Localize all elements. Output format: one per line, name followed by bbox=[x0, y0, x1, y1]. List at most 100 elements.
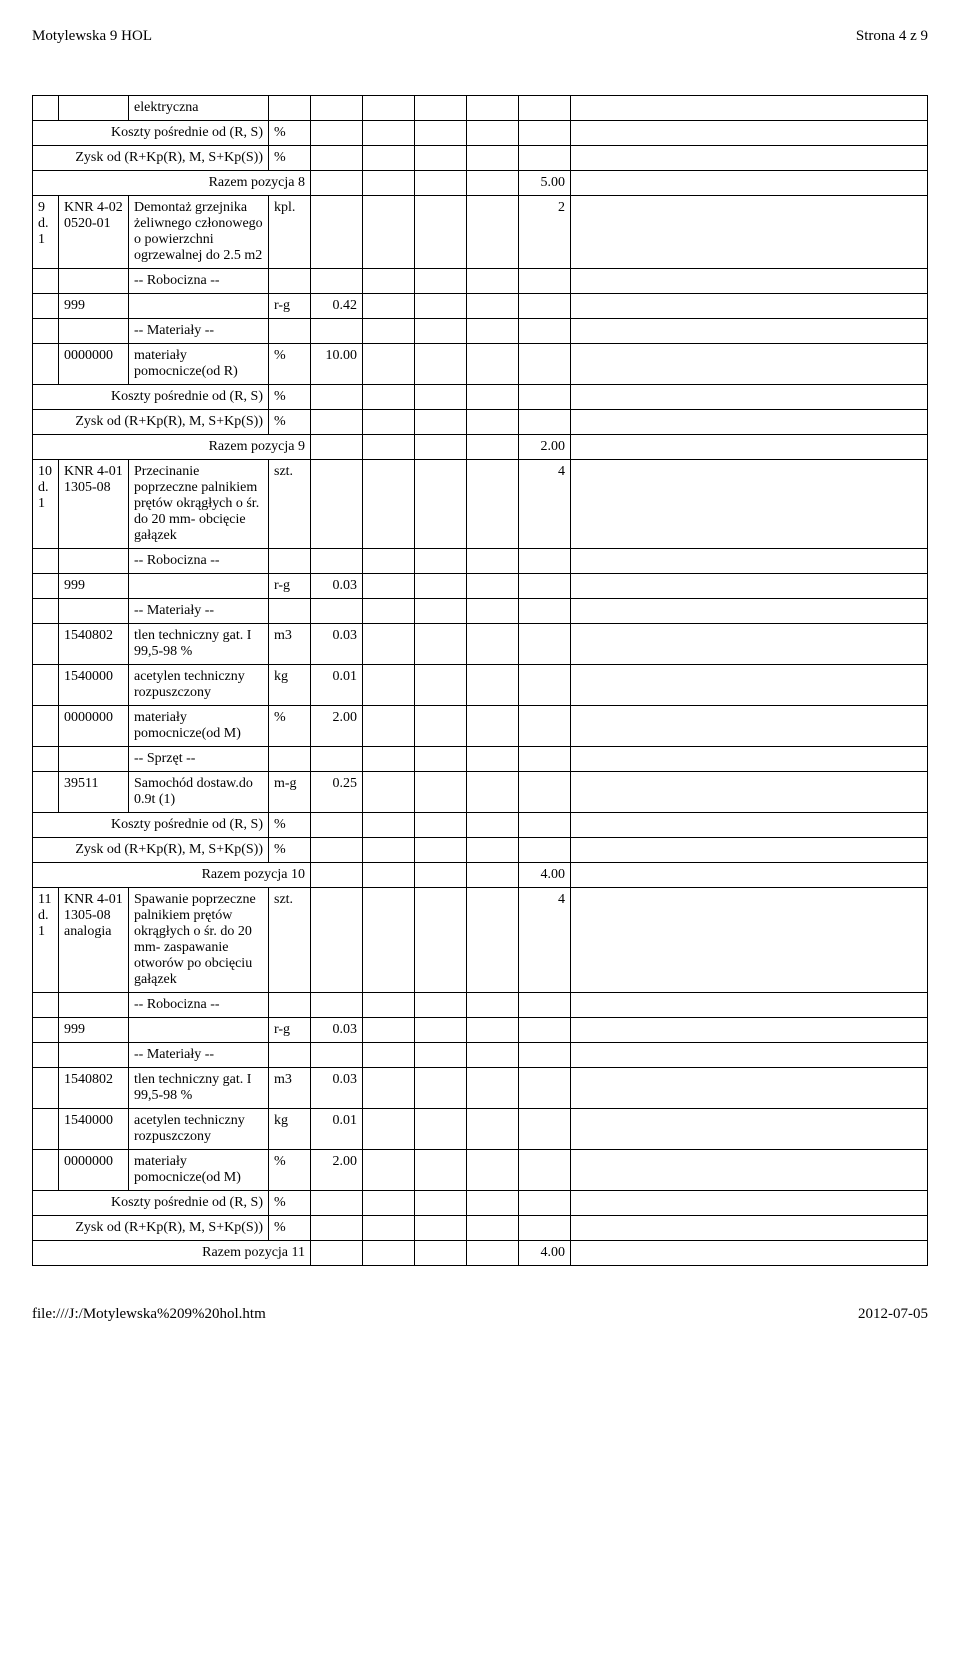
summary-row: Koszty pośrednie od (R, S)% bbox=[33, 121, 928, 146]
razem-value: 4.00 bbox=[519, 863, 571, 888]
razem-label: Razem pozycja 9 bbox=[33, 435, 311, 460]
razem-label: Razem pozycja 10 bbox=[33, 863, 311, 888]
line-row: 1540000acetylen techniczny rozpuszczonyk… bbox=[33, 665, 928, 706]
line-code: 0000000 bbox=[59, 344, 129, 385]
razem-row: Razem pozycja 8 5.00 bbox=[33, 171, 928, 196]
item-no: 11 d.1 bbox=[33, 888, 59, 993]
summary-row: Koszty pośrednie od (R, S)% bbox=[33, 813, 928, 838]
line-value: 0.03 bbox=[311, 1068, 363, 1109]
section-row: -- Robocizna -- bbox=[33, 549, 928, 574]
summary-row: Zysk od (R+Kp(R), M, S+Kp(S))% bbox=[33, 146, 928, 171]
line-code: 999 bbox=[59, 1018, 129, 1043]
line-unit: m-g bbox=[269, 772, 311, 813]
unit-cell: % bbox=[269, 121, 311, 146]
section-row: -- Materiały -- bbox=[33, 319, 928, 344]
summary-label: Koszty pośrednie od (R, S) bbox=[33, 813, 269, 838]
razem-row: Razem pozycja 10 4.00 bbox=[33, 863, 928, 888]
line-unit: m3 bbox=[269, 624, 311, 665]
section-label: -- Robocizna -- bbox=[129, 549, 269, 574]
line-value: 0.25 bbox=[311, 772, 363, 813]
cost-table: elektrycznaKoszty pośrednie od (R, S)%Zy… bbox=[32, 95, 928, 1266]
page-footer: file:///J:/Motylewska%209%20hol.htm 2012… bbox=[32, 1306, 928, 1323]
line-desc: materiały pomocnicze(od M) bbox=[129, 1150, 269, 1191]
line-row: 0000000materiały pomocnicze(od R)%10.00 bbox=[33, 344, 928, 385]
section-row: -- Sprzęt -- bbox=[33, 747, 928, 772]
line-desc: tlen techniczny gat. I 99,5-98 % bbox=[129, 624, 269, 665]
line-code: 999 bbox=[59, 574, 129, 599]
line-row: 1540802tlen techniczny gat. I 99,5-98 %m… bbox=[33, 1068, 928, 1109]
line-desc: materiały pomocnicze(od M) bbox=[129, 706, 269, 747]
unit-cell: % bbox=[269, 1191, 311, 1216]
line-value: 10.00 bbox=[311, 344, 363, 385]
summary-label: Zysk od (R+Kp(R), M, S+Kp(S)) bbox=[33, 1216, 269, 1241]
footer-right: 2012-07-05 bbox=[858, 1306, 928, 1323]
summary-label: Koszty pośrednie od (R, S) bbox=[33, 1191, 269, 1216]
section-label: -- Materiały -- bbox=[129, 1043, 269, 1068]
line-row: 0000000materiały pomocnicze(od M)%2.00 bbox=[33, 1150, 928, 1191]
unit-cell: % bbox=[269, 1216, 311, 1241]
item-no: 10 d.1 bbox=[33, 460, 59, 549]
unit-cell: % bbox=[269, 385, 311, 410]
razem-label: Razem pozycja 8 bbox=[33, 171, 311, 196]
line-desc bbox=[129, 574, 269, 599]
line-value: 0.42 bbox=[311, 294, 363, 319]
header-left: Motylewska 9 HOL bbox=[32, 28, 152, 45]
item-code: KNR 4-01 1305-08 bbox=[59, 460, 129, 549]
line-unit: % bbox=[269, 706, 311, 747]
section-row: -- Robocizna -- bbox=[33, 269, 928, 294]
summary-row: Zysk od (R+Kp(R), M, S+Kp(S))% bbox=[33, 838, 928, 863]
summary-row: Koszty pośrednie od (R, S)% bbox=[33, 1191, 928, 1216]
line-desc: acetylen techniczny rozpuszczony bbox=[129, 665, 269, 706]
line-value: 0.03 bbox=[311, 574, 363, 599]
unit-cell: % bbox=[269, 410, 311, 435]
item-code: KNR 4-02 0520-01 bbox=[59, 196, 129, 269]
item-code: KNR 4-01 1305-08 analogia bbox=[59, 888, 129, 993]
razem-value: 2.00 bbox=[519, 435, 571, 460]
line-desc: materiały pomocnicze(od R) bbox=[129, 344, 269, 385]
line-row: 1540000acetylen techniczny rozpuszczonyk… bbox=[33, 1109, 928, 1150]
item-desc: Spawanie poprzeczne palnikiem prętów okr… bbox=[129, 888, 269, 993]
line-row: 0000000materiały pomocnicze(od M)%2.00 bbox=[33, 706, 928, 747]
unit-cell: % bbox=[269, 146, 311, 171]
section-label: -- Materiały -- bbox=[129, 319, 269, 344]
line-unit: kg bbox=[269, 665, 311, 706]
section-label: -- Robocizna -- bbox=[129, 993, 269, 1018]
unit-cell: % bbox=[269, 838, 311, 863]
line-unit: kg bbox=[269, 1109, 311, 1150]
line-code: 39511 bbox=[59, 772, 129, 813]
header-right: Strona 4 z 9 bbox=[856, 28, 928, 45]
line-value: 0.01 bbox=[311, 665, 363, 706]
line-desc bbox=[129, 1018, 269, 1043]
line-row: 39511Samochód dostaw.do 0.9t (1)m-g0.25 bbox=[33, 772, 928, 813]
line-value: 2.00 bbox=[311, 706, 363, 747]
line-row: 999 r-g0.42 bbox=[33, 294, 928, 319]
item-unit: szt. bbox=[269, 888, 311, 993]
summary-label: Zysk od (R+Kp(R), M, S+Kp(S)) bbox=[33, 838, 269, 863]
line-code: 1540000 bbox=[59, 1109, 129, 1150]
line-row: 999 r-g0.03 bbox=[33, 574, 928, 599]
item-qty: 4 bbox=[519, 888, 571, 993]
line-unit: % bbox=[269, 1150, 311, 1191]
summary-label: Zysk od (R+Kp(R), M, S+Kp(S)) bbox=[33, 146, 269, 171]
razem-value: 5.00 bbox=[519, 171, 571, 196]
section-label: -- Sprzęt -- bbox=[129, 747, 269, 772]
page: Motylewska 9 HOL Strona 4 z 9 elektryczn… bbox=[0, 0, 960, 1351]
razem-label: Razem pozycja 11 bbox=[33, 1241, 311, 1266]
razem-value: 4.00 bbox=[519, 1241, 571, 1266]
line-code: 1540802 bbox=[59, 624, 129, 665]
summary-row: Koszty pośrednie od (R, S)% bbox=[33, 385, 928, 410]
line-code: 1540802 bbox=[59, 1068, 129, 1109]
line-value: 0.03 bbox=[311, 1018, 363, 1043]
summary-row: Zysk od (R+Kp(R), M, S+Kp(S))% bbox=[33, 1216, 928, 1241]
page-header: Motylewska 9 HOL Strona 4 z 9 bbox=[32, 28, 928, 45]
line-unit: r-g bbox=[269, 574, 311, 599]
line-unit: r-g bbox=[269, 294, 311, 319]
footer-left: file:///J:/Motylewska%209%20hol.htm bbox=[32, 1306, 266, 1323]
razem-row: Razem pozycja 11 4.00 bbox=[33, 1241, 928, 1266]
line-code: 999 bbox=[59, 294, 129, 319]
item-row: 11 d.1KNR 4-01 1305-08 analogiaSpawanie … bbox=[33, 888, 928, 993]
line-desc: Samochód dostaw.do 0.9t (1) bbox=[129, 772, 269, 813]
section-row: -- Materiały -- bbox=[33, 599, 928, 624]
line-desc bbox=[129, 294, 269, 319]
item-row: 9 d.1KNR 4-02 0520-01Demontaż grzejnika … bbox=[33, 196, 928, 269]
